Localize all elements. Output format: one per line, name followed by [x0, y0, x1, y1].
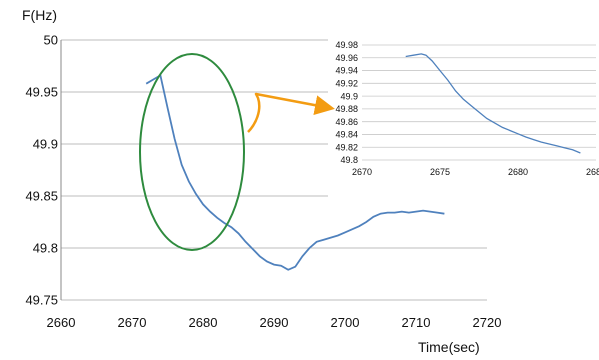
- main-x-tick-label: 2690: [260, 315, 289, 330]
- main-y-tick-labels: 49.75 49.8 49.85 49.9 49.95 50: [25, 33, 58, 308]
- inset-x-tick-labels: 2670 2675 2680 2685: [352, 167, 599, 177]
- main-x-tick-labels: 2660 2670 2680 2690 2700 2710 2720: [47, 315, 502, 330]
- inset-y-tick-label: 49.98: [335, 40, 358, 50]
- main-frequency-line: [145, 74, 445, 271]
- inset-y-tick-label: 49.8: [340, 155, 358, 165]
- main-y-tick-label: 49.95: [25, 85, 58, 100]
- main-y-tick-label: 49.75: [25, 293, 58, 308]
- inset-y-tick-labels: 49.8 49.82 49.84 49.86 49.88 49.9 49.92 49.94 49…: [335, 40, 358, 165]
- main-x-tick-label: 2670: [118, 315, 147, 330]
- inset-frequency-line: [405, 53, 581, 154]
- inset-x-tick-label: 2680: [508, 167, 528, 177]
- inset-grid: [362, 44, 596, 161]
- inset-x-tick-label: 2670: [352, 167, 372, 177]
- main-y-tick-label: 49.8: [33, 241, 58, 256]
- inset-y-tick-label: 49.92: [335, 78, 358, 88]
- main-grid: [61, 39, 487, 301]
- y-axis-label: F(Hz): [22, 7, 57, 23]
- main-x-tick-label: 2720: [473, 315, 502, 330]
- inset-y-tick-label: 49.96: [335, 53, 358, 63]
- main-y-tick-label: 49.9: [33, 137, 58, 152]
- main-y-tick-label: 50: [44, 33, 58, 48]
- callout-arrow: [247, 92, 335, 133]
- inset-y-tick-label: 49.86: [335, 117, 358, 127]
- inset-y-tick-label: 49.94: [335, 66, 358, 76]
- inset-x-tick-label: 2675: [430, 167, 450, 177]
- inset-y-tick-label: 49.82: [335, 142, 358, 152]
- inset-x-tick-label: 2685: [586, 167, 599, 177]
- x-axis-label: Time(sec): [418, 339, 480, 355]
- main-x-tick-label: 2660: [47, 315, 76, 330]
- main-x-tick-label: 2710: [402, 315, 431, 330]
- main-x-tick-label: 2680: [189, 315, 218, 330]
- inset-y-tick-label: 49.84: [335, 130, 358, 140]
- main-y-tick-label: 49.85: [25, 189, 58, 204]
- highlight-ellipse: [139, 53, 245, 251]
- main-x-tick-label: 2700: [331, 315, 360, 330]
- inset-y-tick-label: 49.9: [340, 91, 358, 101]
- inset-background: [328, 30, 596, 200]
- inset-y-tick-label: 49.88: [335, 104, 358, 114]
